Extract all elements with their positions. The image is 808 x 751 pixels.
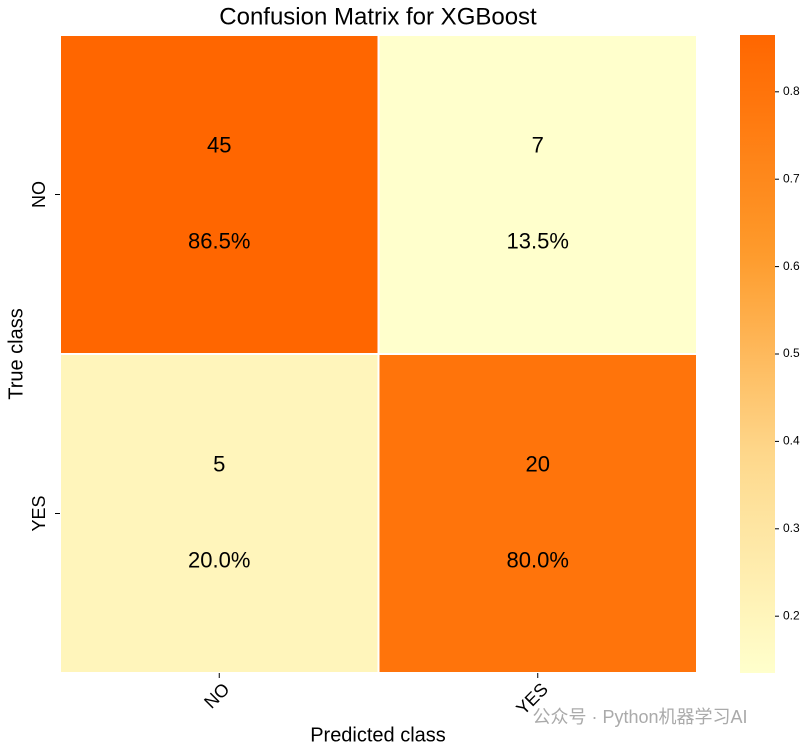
cell-percent: 13.5% xyxy=(507,228,569,253)
cell-percent: 86.5% xyxy=(188,228,250,253)
colorbar-tick-label: 0.6 xyxy=(783,259,800,273)
y-tick-label: YES xyxy=(29,495,49,531)
heatmap-cell xyxy=(59,353,380,674)
y-axis-label: True class xyxy=(5,308,27,400)
x-tick-label: NO xyxy=(200,679,233,712)
watermark: 公众号 · Python机器学习AI xyxy=(532,707,747,727)
colorbar-tick-label: 0.2 xyxy=(783,608,800,622)
heatmap-cell xyxy=(377,353,698,674)
chart-title: Confusion Matrix for XGBoost xyxy=(219,3,537,30)
cell-percent: 20.0% xyxy=(188,547,250,572)
colorbar-tick-label: 0.8 xyxy=(783,84,800,98)
colorbar-tick-label: 0.3 xyxy=(783,521,800,535)
cell-count: 7 xyxy=(532,132,544,157)
colorbar-tick-label: 0.7 xyxy=(783,171,800,185)
colorbar xyxy=(740,35,775,673)
cell-count: 20 xyxy=(526,451,550,476)
x-axis-label: Predicted class xyxy=(310,724,446,746)
cell-count: 45 xyxy=(207,132,231,157)
heatmap-cell xyxy=(377,34,698,355)
heatmap-cell xyxy=(59,34,380,355)
colorbar-tick-label: 0.5 xyxy=(783,346,800,360)
colorbar-tick-label: 0.4 xyxy=(783,434,800,448)
y-tick-label: NO xyxy=(29,181,49,208)
cell-count: 5 xyxy=(213,451,225,476)
cell-percent: 80.0% xyxy=(507,547,569,572)
